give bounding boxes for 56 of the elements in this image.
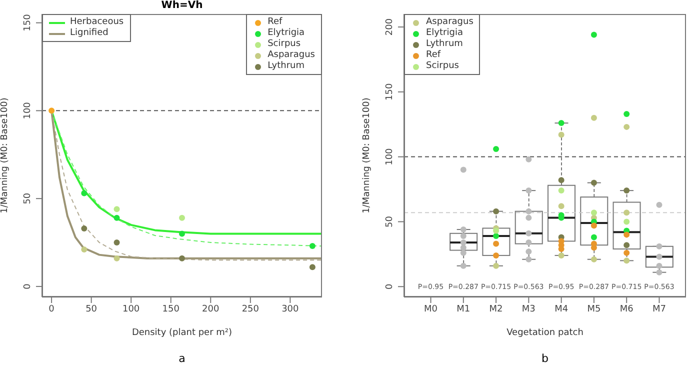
y-tick-label: 100 [23, 102, 33, 120]
x-tick-label: M1 [456, 304, 470, 314]
point [179, 230, 185, 237]
point [114, 214, 120, 221]
point [309, 264, 316, 270]
x-tick-label: M7 [652, 304, 666, 314]
y-axis-title: 1/Manning (M0: Base100) [362, 98, 372, 214]
legend-label: Ref [268, 17, 282, 28]
x-tick-label: M2 [489, 304, 503, 314]
point [81, 225, 88, 232]
y-tick-label: 0 [385, 283, 395, 290]
legend-label: Lythrum [426, 39, 463, 50]
point [81, 190, 88, 196]
legend-label: Asparagus [426, 17, 474, 28]
x-axis-title: Vegetation patch [506, 328, 584, 338]
y-tick-label: 50 [385, 216, 395, 228]
legend-label: Ref [426, 50, 441, 61]
x-tick-label: M5 [587, 304, 601, 314]
x-tick-label: 300 [282, 304, 300, 314]
point [114, 255, 120, 262]
point [48, 108, 55, 114]
y-tick-label: 150 [23, 14, 33, 32]
legend-label: Herbaceous [70, 17, 124, 28]
y-tick-label: 150 [385, 83, 395, 100]
x-axis-title: Density (plant per m²) [132, 328, 232, 338]
legend-label: Asparagus [268, 50, 315, 61]
chart-title: Wh=Vh [160, 0, 204, 11]
x-tick-label: M3 [522, 304, 536, 314]
y-tick-label: 200 [385, 18, 395, 36]
point [81, 246, 88, 253]
x-tick-label: 250 [242, 304, 260, 314]
legend-label: Elytrigia [268, 28, 305, 39]
y-axis-title: 1/Manning (M0: Base100) [0, 98, 10, 214]
x-tick-label: 0 [48, 304, 55, 314]
x-tick-label: 100 [122, 304, 140, 314]
text: a [178, 352, 186, 365]
point [114, 206, 120, 212]
text: b [540, 352, 550, 365]
x-tick-label: M0 [424, 304, 438, 314]
legend-label: Scirpus [426, 61, 459, 72]
x-tick-label: M6 [620, 304, 634, 314]
y-tick-label: 50 [23, 192, 33, 204]
legend-label: Lignified [70, 28, 108, 39]
legend-label: Lythrum [268, 61, 305, 72]
x-tick-label: 150 [162, 304, 180, 314]
y-tick-label: 100 [385, 148, 395, 166]
point [179, 214, 185, 221]
legend-label: Scirpus [268, 39, 301, 50]
x-tick-label: M4 [554, 304, 568, 314]
legend-label: Elytrigia [426, 28, 463, 39]
y-tick-label: 0 [23, 283, 33, 290]
point [179, 255, 185, 262]
point [114, 240, 120, 246]
point [309, 243, 316, 250]
x-tick-label: 50 [86, 304, 98, 314]
x-tick-label: 200 [202, 304, 220, 314]
